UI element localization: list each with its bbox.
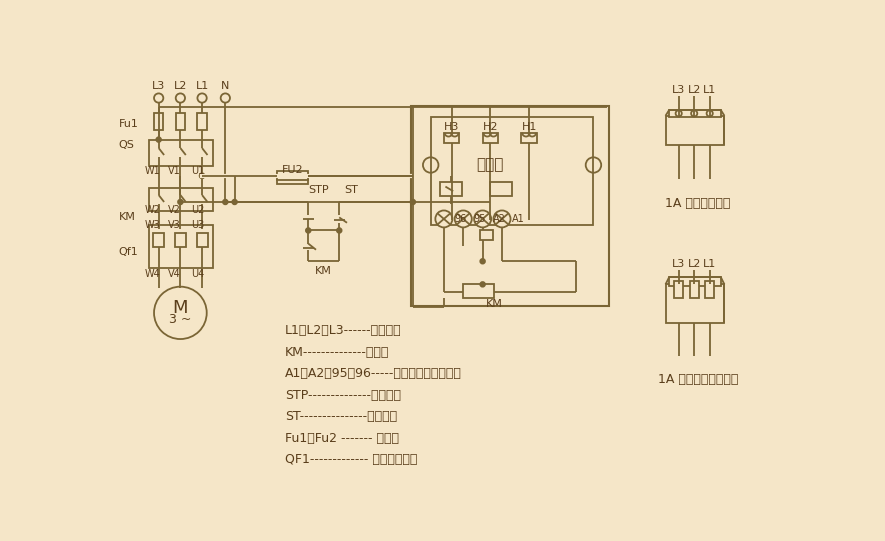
Text: KM: KM [486,299,503,308]
Text: L2: L2 [173,82,187,91]
Text: ST: ST [344,186,358,195]
Bar [482,133,498,143]
Text: 保护器: 保护器 [477,157,504,173]
Text: U3: U3 [191,220,204,230]
Text: KM: KM [119,212,135,222]
Text: A1、A2、95、96-----保护器接线端子号码: A1、A2、95、96-----保护器接线端子号码 [285,367,462,380]
Text: Fu1、Fu2 ------- 燔断器: Fu1、Fu2 ------- 燔断器 [285,432,399,445]
Circle shape [411,200,415,204]
Text: H3: H3 [444,122,459,133]
Bar [666,116,725,145]
Text: Qf1: Qf1 [119,247,138,257]
Text: A2: A2 [493,214,505,224]
Circle shape [200,174,204,178]
Text: L1: L1 [196,82,209,91]
Text: V3: V3 [168,220,181,230]
Text: L2: L2 [688,259,701,268]
Bar [277,171,308,180]
Text: 1A 以上一次穿心: 1A 以上一次穿心 [666,197,731,210]
Text: 96: 96 [454,214,466,224]
Circle shape [435,210,452,227]
Text: L3: L3 [672,85,685,95]
Bar [440,182,462,196]
Circle shape [157,137,161,142]
Circle shape [178,200,182,204]
Text: A1: A1 [512,214,525,224]
Text: KM--------------接触器: KM--------------接触器 [285,346,389,359]
Bar [196,233,207,247]
Bar [689,281,699,298]
Bar [480,230,494,241]
Text: V4: V4 [168,268,181,279]
Text: STP--------------停止按鈕: STP--------------停止按鈕 [285,389,401,402]
Circle shape [691,110,697,116]
Bar [490,182,512,196]
Text: Fu1: Fu1 [119,119,138,129]
Bar [444,133,459,143]
Text: L1、L2、L3------三相电源: L1、L2、L3------三相电源 [285,324,402,337]
Circle shape [178,200,182,204]
Text: KM: KM [315,266,332,276]
Bar [412,105,609,306]
Text: V1: V1 [168,166,181,176]
Bar [431,117,594,225]
Bar [705,281,714,298]
Text: L3: L3 [152,82,165,91]
Text: W2: W2 [145,204,160,215]
Text: W3: W3 [145,220,160,230]
Bar [674,281,683,298]
Bar [669,276,720,286]
Text: U2: U2 [191,204,204,215]
Text: ST---------------启动按鈕: ST---------------启动按鈕 [285,410,397,423]
Text: FU2: FU2 [282,164,304,175]
Circle shape [675,110,681,116]
Bar [463,285,494,298]
Text: STP: STP [308,186,328,195]
Circle shape [223,200,227,204]
Circle shape [455,210,472,227]
Bar [521,133,537,143]
Circle shape [306,228,311,233]
Bar [197,113,207,130]
Text: H2: H2 [482,122,498,133]
Circle shape [481,259,485,263]
Circle shape [494,210,511,227]
Circle shape [481,282,485,287]
Circle shape [337,228,342,233]
Text: QF1------------- 电动机保护器: QF1------------- 电动机保护器 [285,453,418,466]
Text: 1A 以下各相三次穿心: 1A 以下各相三次穿心 [658,373,738,386]
Bar [669,110,720,117]
Bar [153,233,164,247]
Text: V2: V2 [168,204,181,215]
Text: L1: L1 [703,259,716,268]
Text: U1: U1 [191,166,204,176]
Text: QS: QS [119,140,135,150]
Text: W4: W4 [145,268,160,279]
Text: L2: L2 [688,85,701,95]
Circle shape [474,210,491,227]
Text: M: M [173,299,189,317]
Bar [666,285,725,323]
Bar [176,113,185,130]
Text: W1: W1 [145,166,160,176]
Circle shape [706,110,712,116]
Bar [150,225,213,268]
Text: L3: L3 [672,259,685,268]
Text: U4: U4 [191,268,204,279]
Bar [277,173,308,183]
Circle shape [232,200,237,204]
Text: H1: H1 [521,122,537,133]
Bar [154,113,164,130]
Bar [150,140,213,166]
Text: N: N [221,82,229,91]
Bar [150,188,213,211]
Circle shape [200,174,204,178]
Text: 95: 95 [473,214,486,224]
Text: 3 ~: 3 ~ [169,313,191,326]
Text: L1: L1 [703,85,716,95]
Bar [175,233,186,247]
